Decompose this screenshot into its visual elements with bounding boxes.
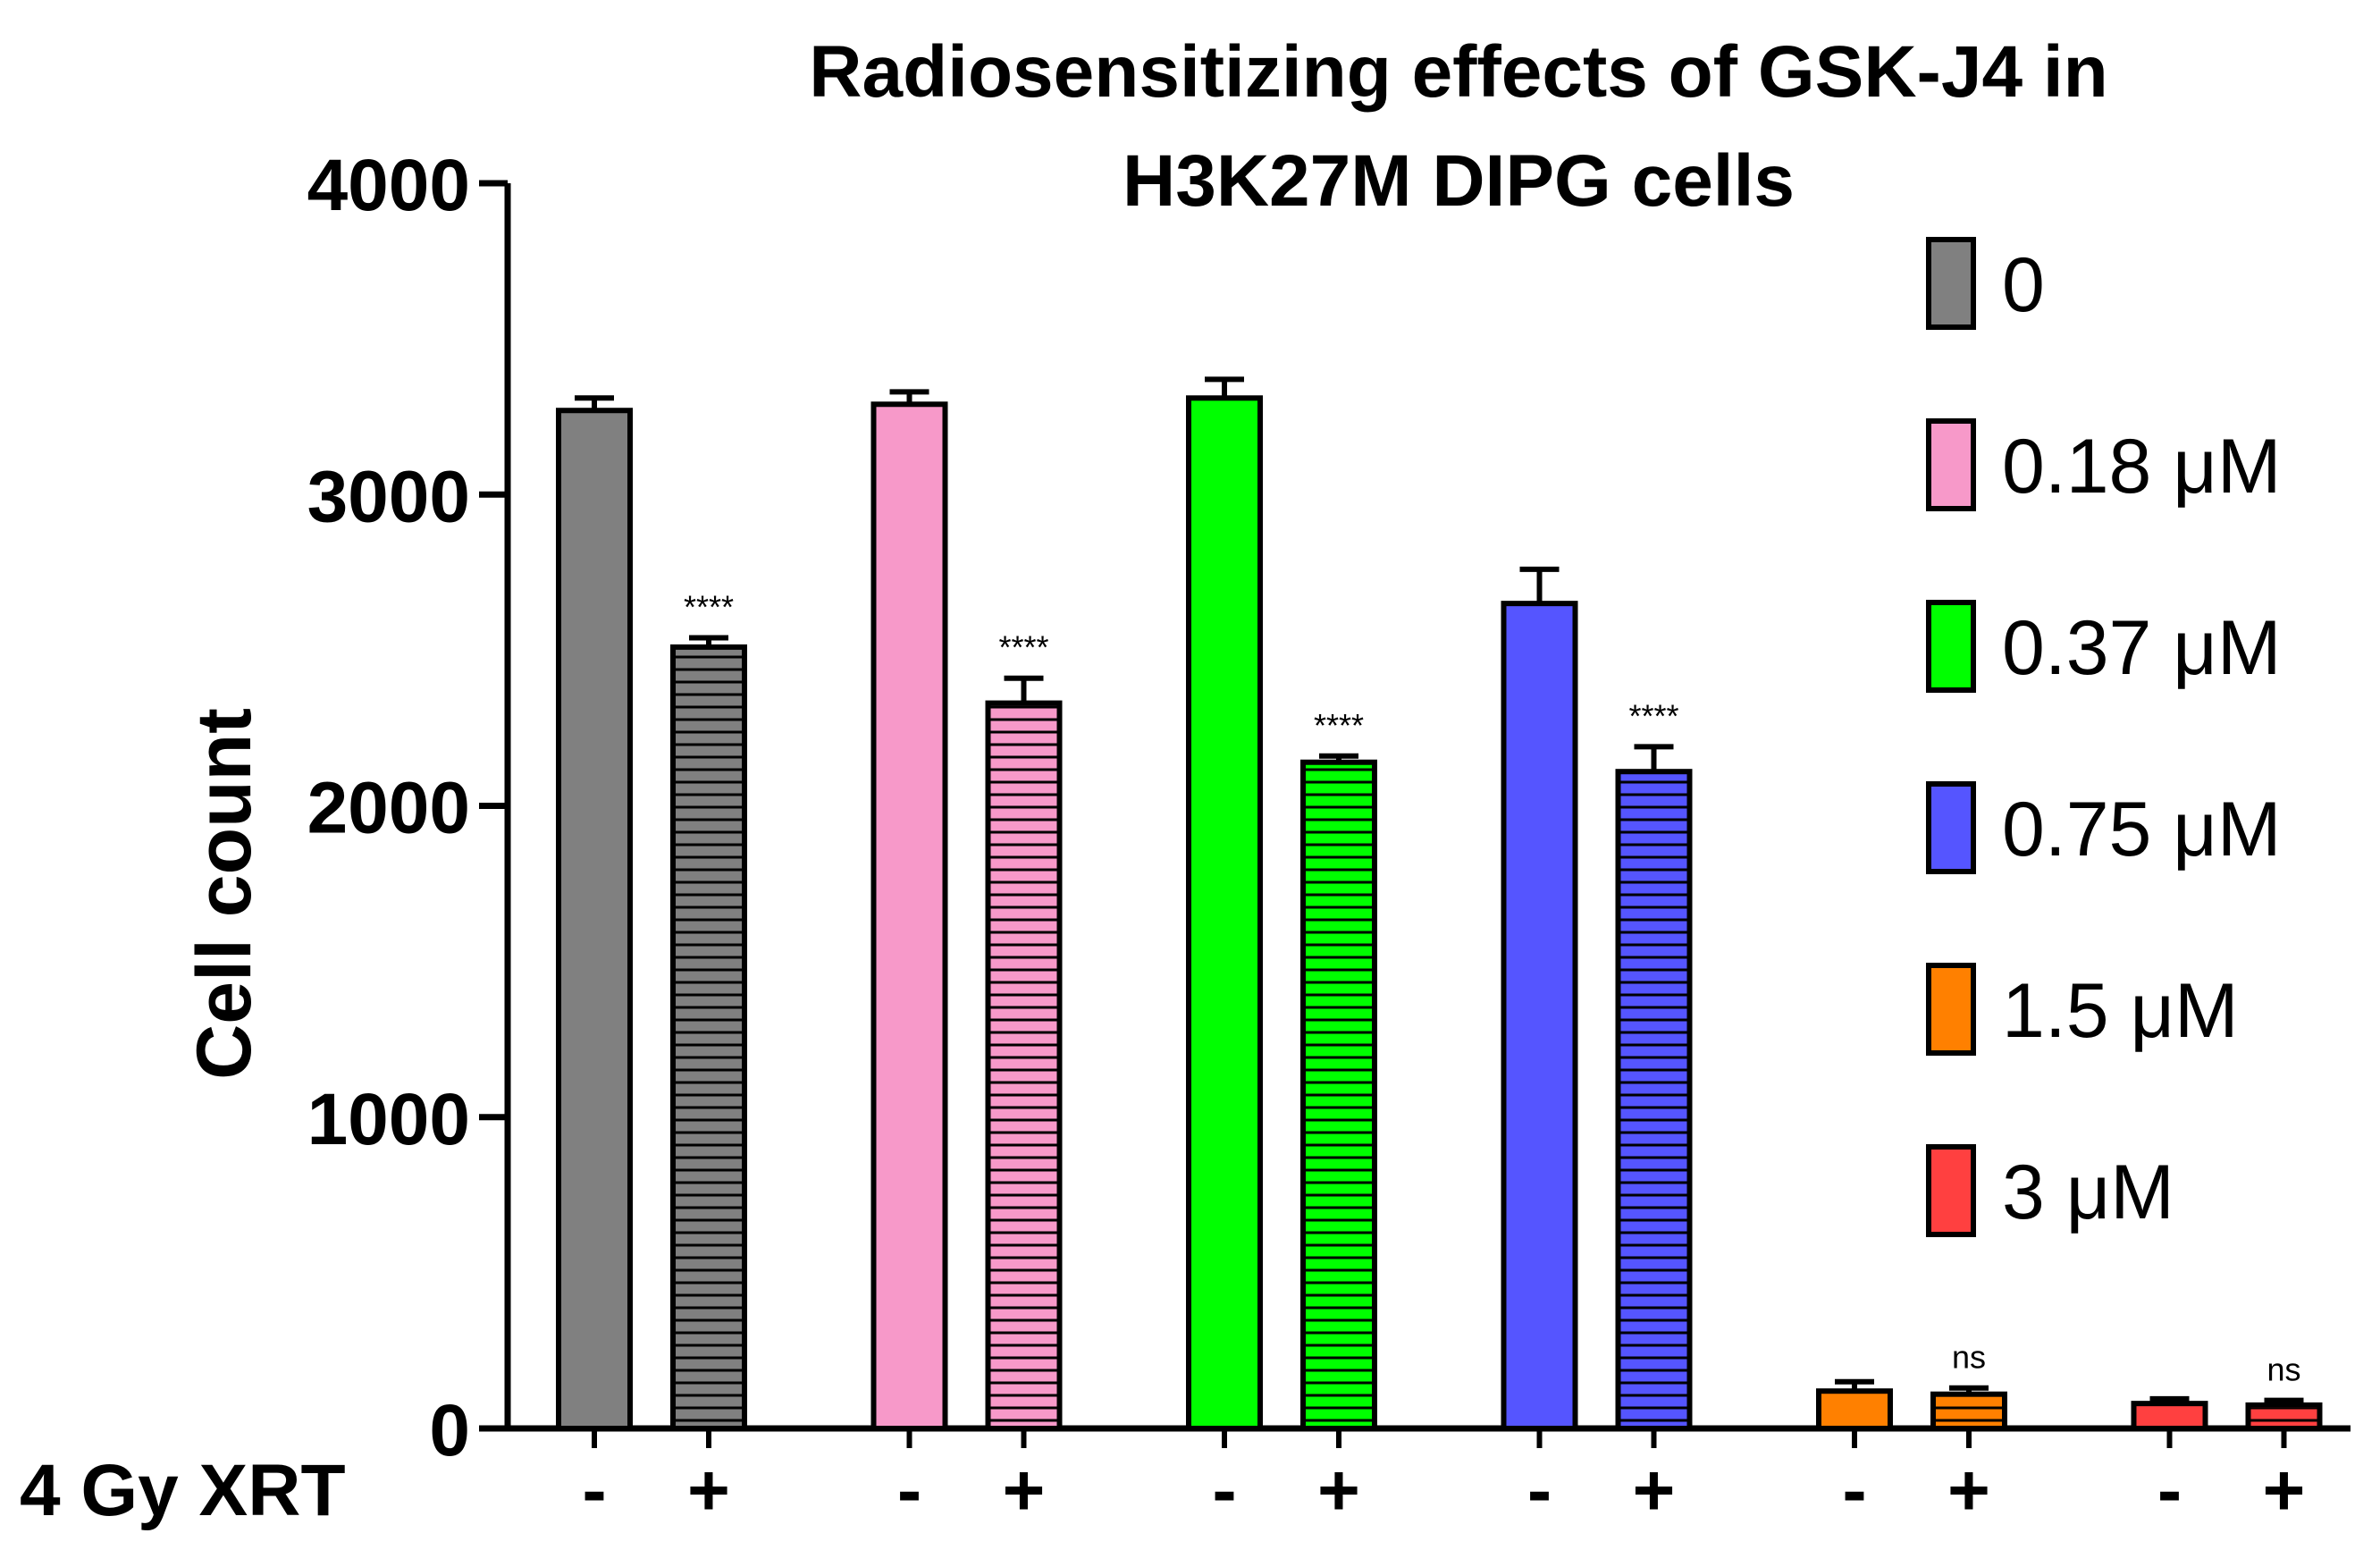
legend-label: 0 bbox=[2002, 242, 2045, 328]
significance-label: **** bbox=[1314, 707, 1364, 744]
legend-entry: 0.75 μM bbox=[1926, 781, 2281, 874]
bar-stripe-overlay bbox=[676, 649, 742, 1426]
bar-stripe-overlay bbox=[2250, 1407, 2317, 1426]
significance-label: **** bbox=[684, 588, 734, 625]
bar bbox=[870, 401, 948, 1432]
legend-entry: 0 bbox=[1926, 237, 2045, 330]
bar-group: **** bbox=[870, 389, 1063, 1432]
legend-swatch bbox=[1926, 781, 1976, 874]
legend-label: 0.75 μM bbox=[2002, 787, 2281, 872]
bar-stripe-overlay bbox=[990, 705, 1057, 1426]
legend-entry: 0.37 μM bbox=[1926, 600, 2281, 693]
legend-swatch bbox=[1926, 963, 1976, 1056]
bar-group: ns bbox=[2131, 1352, 2323, 1432]
chart-title-line-2: H3K27M DIPG cells bbox=[1123, 140, 1795, 222]
legend-swatch bbox=[1926, 237, 1976, 330]
legend-label: 0.18 μM bbox=[2002, 424, 2281, 510]
chart-title-line-1: Radiosensitizing effects of GSK-J4 in bbox=[809, 31, 2107, 113]
legend-swatch bbox=[1926, 418, 1976, 511]
significance-label: **** bbox=[1628, 697, 1678, 734]
x-tick-label: - bbox=[1842, 1450, 1866, 1531]
significance-label: ns bbox=[2266, 1352, 2300, 1388]
bar bbox=[2131, 1401, 2208, 1432]
x-tick-label: - bbox=[582, 1450, 606, 1531]
bar-group: **** bbox=[556, 395, 747, 1431]
legend-entry: 1.5 μM bbox=[1926, 963, 2239, 1056]
legend-label: 3 μM bbox=[2002, 1150, 2174, 1235]
bars: **** **** **** **** ns ns bbox=[556, 376, 2323, 1432]
bar bbox=[1501, 601, 1578, 1431]
x-tick-label: - bbox=[1212, 1450, 1236, 1531]
x-tick-label: - bbox=[2157, 1450, 2182, 1531]
legend-swatch bbox=[1926, 1144, 1976, 1237]
y-tick-label: 0 bbox=[429, 1390, 470, 1471]
xrt-row-label: 4 Gy XRT bbox=[20, 1450, 346, 1531]
x-tick-label: + bbox=[1633, 1450, 1676, 1531]
x-tick-label: - bbox=[1527, 1450, 1552, 1531]
bar-stripe-overlay bbox=[1620, 774, 1687, 1426]
x-tick-label: + bbox=[1003, 1450, 1046, 1531]
y-axis-label: Cell count bbox=[181, 708, 267, 1080]
bar bbox=[1816, 1388, 1893, 1431]
legend-label: 0.37 μM bbox=[2002, 605, 2281, 691]
x-tick-label: - bbox=[897, 1450, 921, 1531]
legend-swatch bbox=[1926, 600, 1976, 693]
x-tick-label: + bbox=[1947, 1450, 1990, 1531]
bar bbox=[1186, 395, 1263, 1432]
legend: 0 0.18 μM 0.37 μM 0.75 μM 1.5 μM 3 μM bbox=[1926, 237, 2281, 1237]
y-tick-label: 2000 bbox=[307, 768, 470, 849]
y-axis: 0 1000 2000 3000 4000 bbox=[307, 145, 511, 1471]
bar-group: **** bbox=[1186, 376, 1377, 1432]
significance-label: **** bbox=[998, 629, 1048, 666]
significance-label: ns bbox=[1952, 1339, 1986, 1376]
y-tick-label: 4000 bbox=[307, 145, 470, 226]
x-tick-label: + bbox=[2263, 1450, 2306, 1531]
bar-stripe-overlay bbox=[1936, 1396, 2002, 1426]
legend-label: 1.5 μM bbox=[2002, 968, 2239, 1054]
y-tick-label: 1000 bbox=[307, 1079, 470, 1160]
bar-group: ns bbox=[1816, 1339, 2007, 1432]
x-tick-label: + bbox=[1317, 1450, 1360, 1531]
bar bbox=[556, 408, 633, 1431]
x-axis: - + - + - + - + - + - + bbox=[508, 1425, 2351, 1531]
chart-title: Radiosensitizing effects of GSK-J4 in H3… bbox=[809, 31, 2107, 222]
bar-stripe-overlay bbox=[1306, 764, 1372, 1426]
legend-entry: 3 μM bbox=[1926, 1144, 2174, 1237]
bar-group: **** bbox=[1501, 566, 1693, 1431]
legend-entry: 0.18 μM bbox=[1926, 418, 2281, 511]
x-tick-label: + bbox=[687, 1450, 730, 1531]
y-tick-label: 3000 bbox=[307, 456, 470, 537]
